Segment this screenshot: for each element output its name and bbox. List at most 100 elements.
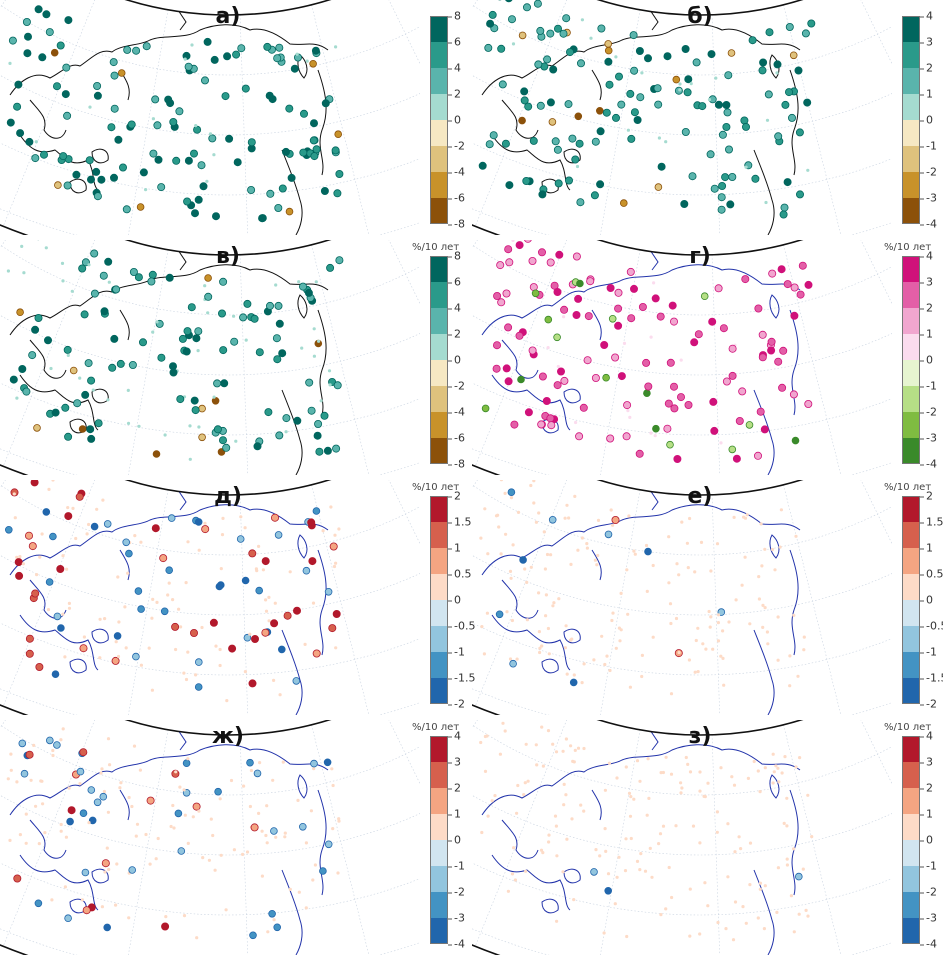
station-marker <box>700 292 709 300</box>
station-marker <box>707 50 716 59</box>
station-marker <box>763 606 767 610</box>
station-marker <box>169 824 173 829</box>
station-marker <box>744 165 748 169</box>
station-marker <box>810 835 814 839</box>
graticule-parallel <box>0 480 420 556</box>
station-marker <box>332 444 341 453</box>
station-marker <box>596 180 605 189</box>
station-marker <box>20 769 29 778</box>
station-marker <box>25 750 34 759</box>
graticule-meridian <box>239 14 250 235</box>
station-marker <box>692 58 701 67</box>
station-marker <box>122 205 131 214</box>
station-marker <box>250 634 259 643</box>
station-marker <box>547 833 551 837</box>
station-marker <box>523 3 532 12</box>
station-marker <box>486 552 490 556</box>
station-marker <box>554 824 558 828</box>
colorbar-tick-label: 2 <box>920 301 933 315</box>
graticule-meridian <box>474 720 572 947</box>
graticule-meridian <box>123 489 169 715</box>
panel-label: д) <box>214 484 242 509</box>
coastline <box>9 24 329 96</box>
station-marker <box>103 870 107 874</box>
station-marker <box>570 817 574 821</box>
station-marker <box>686 762 690 766</box>
station-marker <box>774 357 783 366</box>
graticule-meridian <box>595 729 641 955</box>
station-marker <box>788 654 792 658</box>
station-marker <box>723 108 732 117</box>
map-panel-z: з) %/10 лет 4 3 2 1 0 -1 -2 -3 -4 <box>472 720 942 955</box>
colorbar-tick-label: 0 <box>448 113 461 127</box>
station-marker <box>561 749 565 753</box>
station-marker <box>305 378 314 387</box>
station-marker <box>233 158 242 167</box>
graticule-meridian <box>378 240 420 450</box>
station-marker <box>67 786 71 790</box>
station-marker <box>163 433 167 437</box>
station-marker <box>218 436 227 445</box>
station-marker <box>71 506 75 510</box>
station-marker <box>523 781 527 785</box>
station-marker <box>171 803 175 808</box>
station-marker <box>719 766 723 770</box>
station-marker <box>555 250 564 259</box>
station-marker <box>664 755 668 759</box>
station-marker <box>336 871 340 875</box>
station-marker <box>512 846 516 850</box>
coastline <box>649 729 659 751</box>
station-marker <box>803 98 812 107</box>
map-frame <box>0 480 332 715</box>
station-marker <box>614 55 618 59</box>
station-marker <box>274 301 283 310</box>
station-marker <box>60 261 65 265</box>
station-marker <box>114 903 118 907</box>
graticule-parallel <box>0 0 420 235</box>
station-marker <box>159 554 168 563</box>
station-marker <box>679 781 683 785</box>
station-marker <box>668 602 673 606</box>
station-marker <box>288 570 292 574</box>
colorbar-tick-label: 4 <box>920 729 933 743</box>
station-marker <box>288 887 292 891</box>
coastline <box>29 339 67 379</box>
station-marker <box>537 511 541 515</box>
coastline <box>789 69 799 176</box>
coastline <box>481 504 801 576</box>
station-marker <box>522 793 526 797</box>
station-marker <box>183 197 192 206</box>
station-marker <box>102 789 106 794</box>
coastline <box>69 658 87 674</box>
station-marker <box>547 840 551 844</box>
station-marker <box>116 359 125 368</box>
station-marker <box>565 837 569 841</box>
station-marker <box>128 866 137 874</box>
station-marker <box>309 809 313 813</box>
station-marker <box>298 823 307 831</box>
station-marker <box>93 91 102 100</box>
station-marker <box>600 341 609 350</box>
graticule-meridian <box>311 4 374 235</box>
station-marker <box>186 757 190 761</box>
station-marker <box>728 344 737 353</box>
station-marker <box>333 533 337 537</box>
station-marker <box>778 383 787 392</box>
station-marker <box>80 310 89 319</box>
station-marker <box>625 934 629 939</box>
station-marker <box>670 404 679 413</box>
station-marker <box>794 66 803 75</box>
station-marker <box>191 406 200 415</box>
colorbar-tick-label: -0.5 <box>919 620 943 633</box>
station-marker <box>213 868 217 872</box>
station-marker <box>25 634 34 643</box>
coastline <box>541 898 559 914</box>
station-marker <box>791 436 800 445</box>
station-marker <box>219 567 223 571</box>
station-marker <box>57 624 65 632</box>
station-marker <box>287 173 296 182</box>
station-marker <box>758 353 767 362</box>
station-marker <box>757 575 761 579</box>
station-marker <box>265 804 269 808</box>
station-marker <box>604 530 613 539</box>
